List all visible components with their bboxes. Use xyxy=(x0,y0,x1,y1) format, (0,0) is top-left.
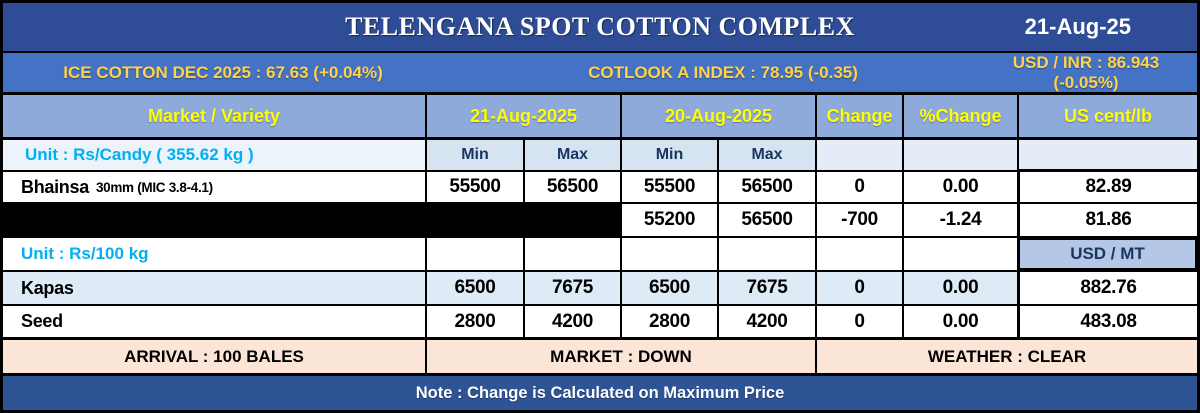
col-header-change: Change xyxy=(815,95,902,137)
min-header: Min xyxy=(620,140,717,170)
cell-us-cent: 82.89 xyxy=(1017,169,1197,202)
cell-today-max: 7675 xyxy=(523,272,620,304)
empty-cell xyxy=(815,238,902,270)
cell-change: 0 xyxy=(815,172,902,202)
cell-today-min: 2800 xyxy=(425,306,523,337)
market-name-cell: Kapas xyxy=(3,272,425,304)
cell-prev-max: 7675 xyxy=(717,272,815,304)
empty-cell xyxy=(620,238,717,270)
empty-cell xyxy=(717,238,815,270)
unit-100kg-label: Unit : Rs/100 kg xyxy=(21,244,149,263)
redaction-bar xyxy=(425,204,523,236)
empty-cell xyxy=(902,140,1017,170)
cell-change: 0 xyxy=(815,306,902,337)
col-header-pct-change: %Change xyxy=(902,95,1017,137)
ticker-ice-cotton: ICE COTTON DEC 2025 : 67.63 (+0.04%) xyxy=(63,63,383,82)
divider xyxy=(3,51,1197,53)
col-header-date-today: 21-Aug-2025 xyxy=(425,95,620,137)
divider xyxy=(3,92,1197,95)
redaction-bar xyxy=(3,204,425,236)
col-header-date-prev: 20-Aug-2025 xyxy=(620,95,815,137)
row-bhainsa: Bhainsa 30mm (MIC 3.8-4.1) 55500 56500 5… xyxy=(3,169,1197,204)
cell-prev-min: 6500 xyxy=(620,272,717,304)
redaction-bar xyxy=(523,204,620,236)
title-bar: TELENGANA SPOT COTTON COMPLEX 21-Aug-25 xyxy=(3,3,1197,51)
cell-prev-min: 55500 xyxy=(620,172,717,202)
cell-today-min: 6500 xyxy=(425,272,523,304)
cell-today-min: 55500 xyxy=(425,172,523,202)
cell-prev-min: 2800 xyxy=(620,306,717,337)
row-seed: Seed 2800 4200 2800 4200 0 0.00 483.08 xyxy=(3,306,1197,340)
ticker-cotlook-index: COTLOOK A INDEX : 78.95 (-0.35) xyxy=(588,63,858,82)
unit-candy-label: Unit : Rs/Candy ( 355.62 kg ) xyxy=(25,145,254,164)
cell-change: -700 xyxy=(815,204,902,236)
cell-today-max: 56500 xyxy=(523,172,620,202)
cell-pct-change: -1.24 xyxy=(902,204,1017,236)
arrival-summary: ARRIVAL : 100 BALES xyxy=(124,346,304,366)
market-name: Kapas xyxy=(21,277,74,298)
note-bar: Note : Change is Calculated on Maximum P… xyxy=(3,376,1197,410)
cell-us-cent: 882.76 xyxy=(1017,272,1197,304)
cell-us-cent: 81.86 xyxy=(1017,204,1197,236)
empty-cell xyxy=(902,238,1017,270)
summary-row: ARRIVAL : 100 BALES MARKET : DOWN WEATHE… xyxy=(3,340,1197,376)
cell-prev-max: 4200 xyxy=(717,306,815,337)
unit-candy-row: Unit : Rs/Candy ( 355.62 kg ) Min Max Mi… xyxy=(3,140,1197,172)
market-name: Bhainsa xyxy=(21,176,89,197)
cell-prev-min: 55200 xyxy=(620,204,717,236)
market-name-cell: Bhainsa 30mm (MIC 3.8-4.1) xyxy=(3,172,425,202)
empty-cell xyxy=(425,238,523,270)
market-spec: 30mm (MIC 3.8-4.1) xyxy=(95,179,213,195)
weather-summary: WEATHER : CLEAR xyxy=(815,340,1197,373)
col-header-market-variety: Market / Variety xyxy=(147,105,281,126)
page-title: TELENGANA SPOT COTTON COMPLEX xyxy=(345,12,855,41)
min-header: Min xyxy=(425,140,523,170)
market-name: Seed xyxy=(21,311,63,331)
unit-100kg-row: Unit : Rs/100 kg USD / MT xyxy=(3,238,1197,272)
empty-cell xyxy=(815,140,902,170)
market-name-cell: Seed xyxy=(3,306,425,337)
cell-pct-change: 0.00 xyxy=(902,172,1017,202)
table-header-row: Market / Variety 21-Aug-2025 20-Aug-2025… xyxy=(3,95,1197,140)
cell-today-max: 4200 xyxy=(523,306,620,337)
cell-change: 0 xyxy=(815,272,902,304)
report-date: 21-Aug-25 xyxy=(1024,14,1131,39)
max-header: Max xyxy=(523,140,620,170)
cell-prev-max: 56500 xyxy=(717,204,815,236)
ticker-bar: ICE COTTON DEC 2025 : 67.63 (+0.04%) COT… xyxy=(3,53,1197,92)
cell-pct-change: 0.00 xyxy=(902,272,1017,304)
empty-cell xyxy=(523,238,620,270)
cell-pct-change: 0.00 xyxy=(902,306,1017,337)
empty-cell xyxy=(1017,140,1197,170)
row-kapas: Kapas 6500 7675 6500 7675 0 0.00 882.76 xyxy=(3,272,1197,306)
note-text: Note : Change is Calculated on Maximum P… xyxy=(415,383,785,402)
market-summary: MARKET : DOWN xyxy=(425,340,815,373)
max-header: Max xyxy=(717,140,815,170)
cell-us-cent: 483.08 xyxy=(1017,306,1197,337)
usd-mt-header: USD / MT xyxy=(1017,238,1197,270)
ticker-usd-inr: USD / INR : 86.943 (-0.05%) xyxy=(1012,53,1160,92)
cell-prev-max: 56500 xyxy=(717,172,815,202)
row-redacted: 55200 56500 -700 -1.24 81.86 xyxy=(3,204,1197,238)
col-header-us-cent: US cent/lb xyxy=(1017,95,1197,137)
